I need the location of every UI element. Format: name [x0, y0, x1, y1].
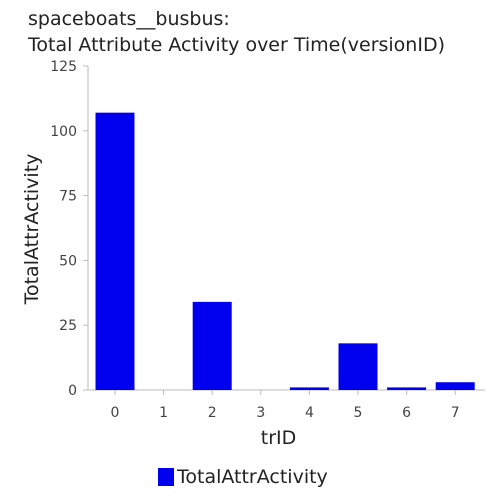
x-axis-title: trID — [261, 427, 297, 449]
y-tick-label: 75 — [59, 189, 77, 205]
x-tick-label: 7 — [451, 405, 460, 421]
x-tick-label: 1 — [159, 405, 168, 421]
legend-label: TotalAttrActivity — [177, 466, 328, 488]
y-axis-title: TotalAttrActivity — [21, 154, 43, 306]
chart-title-line-2: Total Attribute Activity over Time(versi… — [28, 34, 445, 56]
y-tick-label: 25 — [59, 318, 77, 334]
x-tick-label: 0 — [111, 405, 120, 421]
y-tick-label: 125 — [50, 59, 77, 75]
plot-area: 0 25 50 75 100 125 0 1 2 3 4 5 6 7 — [50, 59, 485, 421]
bar — [192, 301, 232, 390]
y-tick-label: 100 — [50, 124, 77, 140]
bar — [338, 343, 378, 390]
bar — [289, 387, 329, 390]
x-tick-label: 2 — [208, 405, 217, 421]
x-tick-label: 5 — [354, 405, 363, 421]
x-tick-label: 3 — [256, 405, 265, 421]
x-tick-label: 6 — [402, 405, 411, 421]
y-tick-label: 50 — [59, 253, 77, 269]
chart-title-line-1: spaceboats__busbus: — [28, 8, 230, 30]
bar — [95, 112, 135, 390]
bar — [387, 387, 427, 390]
legend-swatch — [158, 468, 174, 486]
bar — [435, 382, 475, 390]
x-tick-label: 4 — [305, 405, 314, 421]
y-tick-label: 0 — [68, 383, 77, 399]
legend: TotalAttrActivity — [158, 466, 328, 488]
